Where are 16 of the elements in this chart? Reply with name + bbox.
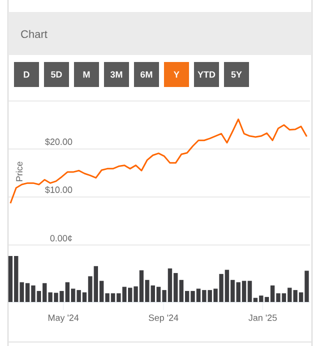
x-tick-label: Jan '25	[248, 314, 277, 321]
text: 3M	[110, 71, 122, 78]
text: 6M	[140, 71, 152, 78]
text: 5Y	[231, 71, 242, 78]
y-tick-label: 0.00¢	[50, 235, 72, 242]
y-tick-label: $10.00	[45, 186, 72, 194]
text: YTD	[198, 71, 216, 78]
y-tick-label: $20.00	[45, 138, 72, 146]
chart-title: Chart	[21, 30, 48, 38]
text: Y	[174, 71, 180, 78]
text: M	[83, 71, 90, 78]
y-axis-title: Price	[16, 162, 22, 182]
x-tick-label: Sep '24	[148, 314, 178, 323]
text: 5D	[51, 71, 62, 78]
text: D	[24, 71, 30, 78]
x-tick-label: May '24	[48, 314, 79, 323]
